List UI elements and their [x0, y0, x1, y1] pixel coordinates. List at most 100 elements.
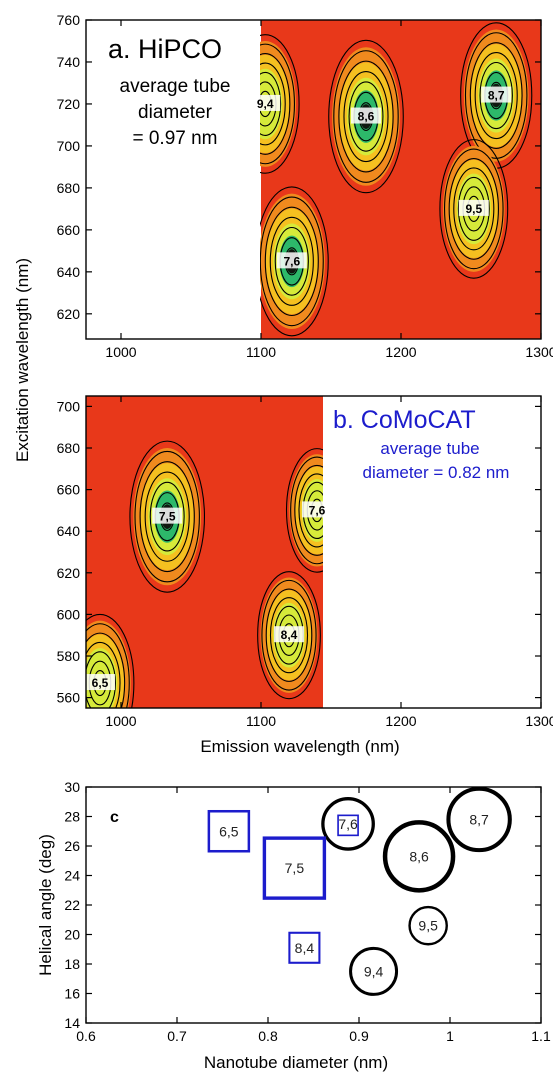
panel-b-contour-line — [149, 481, 185, 552]
panel-a-contour-line — [469, 42, 523, 149]
panel-c-hipco-marker — [446, 786, 512, 853]
panel-a-contour-line — [448, 157, 499, 260]
panel-a-peak-label: 8,7 — [488, 89, 505, 103]
panel-a-x-tick-label: 1300 — [525, 344, 553, 360]
panel-a-y-tick-label: 620 — [57, 306, 81, 322]
panel-c-x-tick-label: 1.1 — [531, 1028, 551, 1044]
panel-a-y-tick-label: 640 — [57, 264, 81, 280]
panel-c-point-label: 9,5 — [418, 918, 438, 934]
panel-b-contour-line — [261, 579, 317, 691]
panel-c-point-label: 8,6 — [409, 848, 429, 864]
panel-b-title: b. CoMoCAT — [333, 406, 476, 434]
panel-a-y-tick-label: 680 — [57, 180, 81, 196]
panel-b-annotation-1: average tube — [380, 439, 479, 458]
panel-a-contour-line — [260, 196, 324, 327]
panel-c-point-label: 7,5 — [285, 860, 305, 876]
panel-b-y-tick-label: 700 — [57, 398, 81, 414]
panel-a-peak-label-bg — [458, 199, 489, 216]
panel-a-y-tick-label: 660 — [57, 222, 81, 238]
panel-b-contour-line — [134, 450, 200, 583]
panel-a-ticks: 1000 1100 1200 1300 620 640 660 680 700 720 740 760 — [57, 12, 553, 360]
panel-b-y-tick-label: 640 — [57, 523, 81, 539]
panel-b-frame — [85, 395, 542, 709]
panel-c-x-tick-label: 1 — [446, 1028, 454, 1044]
panel-c-y-axis-title: Helical angle (deg) — [36, 834, 55, 976]
panel-c-x-tick-label: 0.9 — [349, 1028, 369, 1044]
panel-a-contour-line — [260, 62, 286, 146]
panel-b-y-tick-label: 600 — [57, 606, 81, 622]
panel-b-peak-label: 7,5 — [159, 510, 176, 524]
panel-a-peak-label: 9,4 — [257, 97, 274, 111]
panel-c-y-tick-label: 16 — [64, 986, 80, 1002]
panel-a-hipco: 9,4 8,6 8,7 9,5 7,6 1000 1100 1200 1300 620 640 66… — [57, 12, 553, 360]
panel-a-contour-line — [443, 148, 504, 270]
panel-b-annotation-2: diameter = 0.82 nm — [363, 463, 510, 482]
panel-a-contour-line — [269, 216, 314, 306]
panel-c-point-label: 6,5 — [219, 823, 239, 839]
panel-c-x-tick-label: 0.8 — [258, 1028, 278, 1044]
panel-c-ticks: 0.6 0.7 0.8 0.9 1 1.1 14 16 18 20 22 24 26 28 30 — [64, 779, 551, 1044]
panel-c-comocat-marker — [207, 809, 251, 853]
panel-a-contour-line — [328, 39, 404, 194]
panel-b-contour-line — [285, 448, 323, 573]
panel-b-y-tick-label: 620 — [57, 565, 81, 581]
panel-b-contour-line — [129, 440, 206, 593]
panel-a-y-tick-label: 720 — [57, 96, 81, 112]
panel-b-contour-line — [294, 464, 323, 556]
panel-c-y-tick-label: 24 — [64, 868, 80, 884]
panel-c-hipco-marker — [382, 820, 456, 893]
panel-a-contour-line — [453, 167, 495, 251]
panel-a-contour-line — [474, 52, 518, 140]
panel-a-title: a. HiPCO — [108, 34, 222, 64]
panel-b-contour-line — [86, 651, 116, 708]
panel-c-hipco-marker — [349, 946, 399, 996]
panel-c-y-tick-label: 30 — [64, 779, 80, 795]
panel-b-heatmap — [86, 396, 323, 708]
panel-c-y-tick-label: 20 — [64, 927, 80, 943]
panel-b-comocat: 7,5 7,6 8,4 6,5 1000 1100 1200 1300 560 580 600 62… — [57, 395, 553, 729]
panel-a-contour-line — [260, 43, 296, 165]
panel-b-ticks: 1000 1100 1200 1300 560 580 600 620 640 660 680 700 — [57, 396, 553, 729]
panel-a-contour-line — [348, 81, 384, 152]
panel-c-x-tick-label: 0.7 — [167, 1028, 187, 1044]
panel-a-y-tick-label: 760 — [57, 12, 81, 28]
panel-b-peak-labels: 7,5 7,6 8,4 6,5 — [85, 501, 332, 691]
panel-a-heatmap — [260, 20, 541, 339]
panel-a-x-tick-label: 1200 — [385, 344, 416, 360]
panel-a-y-tick-label: 740 — [57, 54, 81, 70]
panel-a-annotation-3: = 0.97 nm — [132, 128, 217, 149]
panel-b-peak-label: 8,4 — [281, 628, 298, 642]
panel-b-peak-label: 7,6 — [309, 503, 326, 517]
panel-a-peak-label: 9,5 — [465, 202, 482, 216]
panel-c-comocat-marker — [337, 814, 359, 837]
panel-c-point-label: 8,4 — [295, 940, 315, 956]
panel-a-contour-line — [260, 53, 291, 155]
panel-b-x-tick-label: 1200 — [385, 713, 416, 729]
panel-a-contour-line — [479, 61, 513, 130]
panel-b-contour-line — [298, 473, 323, 548]
emission-axis-title: Emission wavelength (nm) — [200, 737, 399, 756]
panel-b-peak-label-bg — [152, 507, 183, 524]
panel-b-x-tick-label: 1300 — [525, 713, 553, 729]
panel-b-contour-line — [144, 471, 190, 562]
panel-b-x-tick-label: 1100 — [246, 713, 276, 729]
panel-a-contour-line — [264, 206, 319, 317]
panel-c-y-tick-label: 18 — [64, 956, 80, 972]
panel-b-y-tick-label: 680 — [57, 440, 81, 456]
panel-c-point-label: 7,6 — [338, 816, 358, 832]
panel-c-y-tick-label: 28 — [64, 809, 80, 825]
panel-b-peak-label-bg — [302, 501, 332, 518]
panel-a-annotation-1: average tube — [120, 76, 231, 97]
panel-a-x-tick-label: 1100 — [246, 344, 276, 360]
panel-b-x-tick-label: 1000 — [105, 713, 136, 729]
panel-b-contour-line — [269, 597, 309, 674]
panel-b-contour-line — [86, 623, 130, 708]
panel-c-y-tick-label: 26 — [64, 838, 80, 854]
panel-a-peak-label-bg — [250, 94, 281, 111]
panel-a-contour-line — [338, 60, 394, 173]
panel-c-y-tick-label: 14 — [64, 1015, 80, 1031]
panel-a-annotation-2: diameter — [138, 102, 213, 123]
panel-c-x-tick-label: 0.6 — [76, 1028, 96, 1044]
panel-a-peak-label-bg — [481, 86, 512, 103]
